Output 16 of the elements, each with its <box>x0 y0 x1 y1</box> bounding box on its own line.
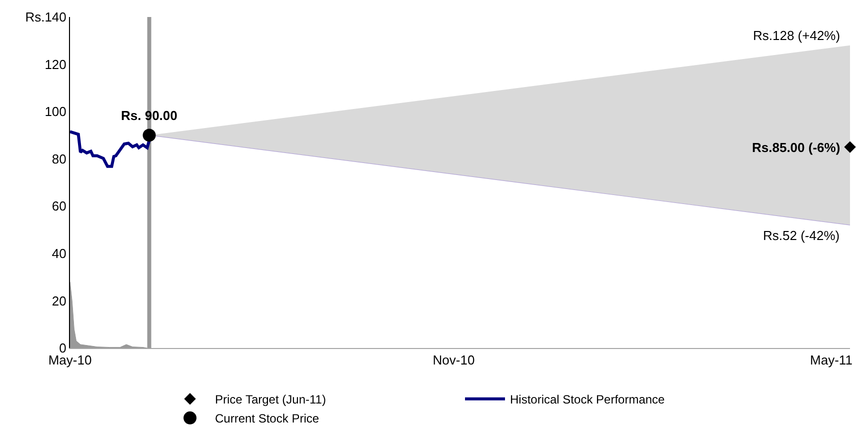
y-tick-label: 120 <box>44 56 66 72</box>
annotation: Rs.128 (+42%) <box>753 28 840 43</box>
annotation: Rs.85.00 (-6%) <box>752 140 840 155</box>
legend-label: Historical Stock Performance <box>510 392 666 407</box>
y-tick-label: 40 <box>52 246 66 261</box>
legend-label: Current Stock Price <box>215 412 320 426</box>
y-tick-label: 80 <box>52 151 66 166</box>
legend-label: Price Target (Jun-11) <box>215 392 326 407</box>
y-tick-label: 60 <box>52 198 66 214</box>
x-tick-label: May-11 <box>810 352 852 368</box>
y-tick-label: 20 <box>52 293 66 308</box>
annotation: Rs.52 (-42%) <box>763 228 840 243</box>
y-tick-label: Rs.140 <box>25 10 66 25</box>
annotation: Rs. 90.00 <box>121 108 178 123</box>
y-tick-label: 100 <box>44 104 66 120</box>
x-tick-label: Nov-10 <box>432 352 475 368</box>
